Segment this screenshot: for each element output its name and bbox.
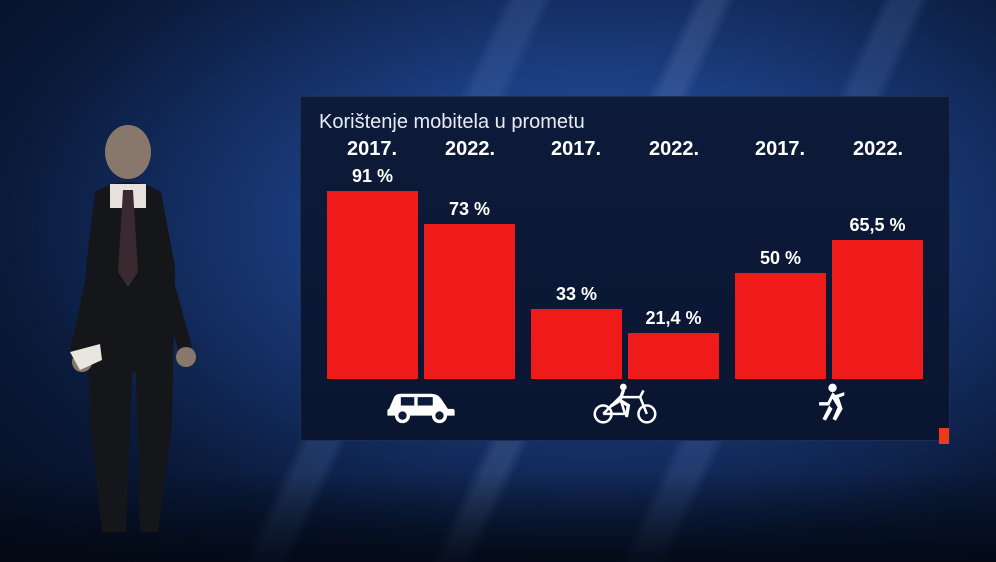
- bar: 73 %: [424, 166, 515, 379]
- bar-value-label: 21,4 %: [645, 308, 701, 329]
- bar-value-label: 73 %: [449, 199, 490, 220]
- bar-rect: [735, 273, 826, 380]
- bicycle-icon: [527, 379, 723, 427]
- bar: 91 %: [327, 166, 418, 379]
- bar: 33 %: [531, 166, 622, 379]
- year-label: 2022.: [853, 138, 903, 166]
- chart-panel: Korištenje mobitela u prometu 2017. 2022…: [300, 96, 950, 441]
- bar-rect: [628, 333, 719, 379]
- bar: 65,5 %: [832, 166, 923, 379]
- bar: 50 %: [735, 166, 826, 379]
- bar-value-label: 65,5 %: [849, 215, 905, 236]
- chart-groups: 2017. 2022. 91 % 73 %: [319, 138, 931, 427]
- bar-value-label: 33 %: [556, 284, 597, 305]
- bar-rect: [531, 309, 622, 379]
- chart-group-pedestrian: 2017. 2022. 50 % 65,5 %: [727, 138, 931, 427]
- presenter-silhouette: [40, 112, 220, 542]
- bar: 21,4 %: [628, 166, 719, 379]
- chart-group-car: 2017. 2022. 91 % 73 %: [319, 138, 523, 427]
- year-label: 2022.: [649, 138, 699, 166]
- year-label: 2022.: [445, 138, 495, 166]
- year-label: 2017.: [551, 138, 601, 166]
- year-label: 2017.: [755, 138, 805, 166]
- bar-rect: [424, 224, 515, 379]
- chart-group-bicycle: 2017. 2022. 33 % 21,4 %: [523, 138, 727, 427]
- bar-value-label: 50 %: [760, 248, 801, 269]
- panel-accent: [939, 428, 949, 444]
- bar-rect: [327, 191, 418, 379]
- chart-title: Korištenje mobitela u prometu: [319, 111, 931, 134]
- bar-rect: [832, 240, 923, 380]
- pedestrian-icon: [731, 379, 927, 427]
- year-label: 2017.: [347, 138, 397, 166]
- car-icon: [323, 379, 519, 427]
- bar-value-label: 91 %: [352, 166, 393, 187]
